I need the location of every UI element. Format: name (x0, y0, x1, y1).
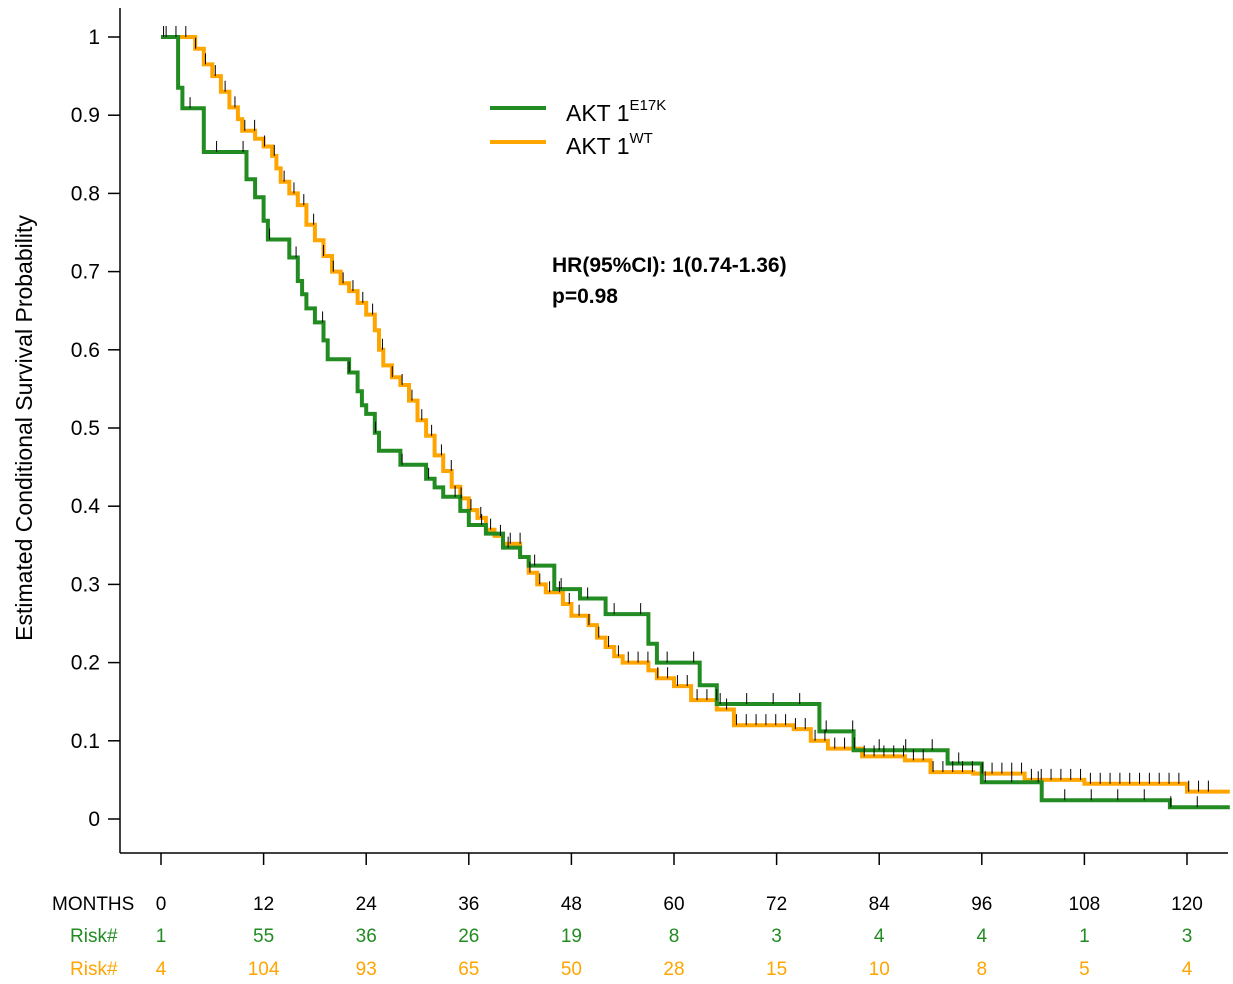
y-tick-label: 0 (88, 808, 100, 831)
risk-value-wt: 15 (766, 959, 787, 980)
legend-label-wt: AKT 1WT (566, 130, 653, 159)
risk-value-wt: 4 (156, 959, 167, 980)
risk-table: MONTHS Risk# Risk# 0 12 24 36 48 60 72 84 96 108 1… (52, 894, 1203, 980)
p-value-annotation: p=0.98 (552, 285, 618, 308)
hr-annotation: HR(95%CI): 1(0.74-1.36) (552, 254, 787, 277)
risk-row-label-e17k: Risk# (70, 926, 118, 947)
risk-row-label-wt: Risk# (70, 959, 118, 980)
risk-month-label: 0 (156, 894, 167, 915)
y-ticks: 0 0.1 0.2 0.3 0.4 0.5 0.6 0.7 0.8 0.9 1 (71, 26, 120, 831)
risk-month-label: 48 (561, 894, 582, 915)
risk-value-e17k: 36 (356, 926, 377, 947)
series-line-e17k (161, 35, 1230, 810)
x-ticks (160, 853, 1188, 865)
risk-month-label: 60 (663, 894, 684, 915)
risk-value-e17k: 26 (458, 926, 479, 947)
risk-header-label: MONTHS (52, 894, 134, 915)
y-axis-label: Estimated Conditional Survival Probabili… (11, 215, 37, 641)
y-tick-label: 0.6 (71, 339, 100, 362)
risk-value-e17k: 4 (874, 926, 885, 947)
risk-value-wt: 104 (248, 959, 280, 980)
axes: 0 0.1 0.2 0.3 0.4 0.5 0.6 0.7 0.8 0.9 1 (71, 8, 1228, 865)
risk-value-wt: 50 (561, 959, 582, 980)
y-tick-label: 0.2 (71, 652, 100, 675)
y-tick-label: 0.5 (71, 417, 100, 440)
risk-value-wt: 65 (458, 959, 479, 980)
risk-month-label: 120 (1171, 894, 1203, 915)
risk-month-label: 36 (458, 894, 479, 915)
y-tick-label: 0.8 (71, 182, 100, 205)
risk-month-label: 96 (971, 894, 992, 915)
risk-value-e17k: 1 (1079, 926, 1090, 947)
y-tick-label: 0.4 (71, 495, 101, 518)
y-tick-label: 0.9 (71, 104, 100, 127)
risk-value-e17k: 4 (977, 926, 988, 947)
risk-value-e17k: 19 (561, 926, 582, 947)
risk-value-e17k: 8 (669, 926, 680, 947)
series-layer (161, 35, 1230, 810)
risk-value-wt: 8 (977, 959, 988, 980)
risk-month-label: 12 (253, 894, 274, 915)
risk-value-e17k: 3 (1182, 926, 1193, 947)
y-tick-label: 0.7 (71, 261, 100, 284)
risk-value-wt: 4 (1182, 959, 1193, 980)
y-tick-label: 0.1 (71, 730, 100, 753)
risk-value-wt: 93 (356, 959, 377, 980)
legend: AKT 1E17K AKT 1WT (490, 97, 666, 159)
risk-value-e17k: 55 (253, 926, 274, 947)
risk-value-wt: 10 (869, 959, 890, 980)
risk-value-wt: 5 (1079, 959, 1090, 980)
censor-marks (163, 26, 1209, 808)
risk-month-label: 24 (356, 894, 378, 915)
y-tick-label: 0.3 (71, 573, 100, 596)
risk-month-label: 108 (1069, 894, 1101, 915)
risk-month-label: 84 (869, 894, 891, 915)
risk-month-label: 72 (766, 894, 787, 915)
y-tick-label: 1 (88, 26, 100, 49)
risk-value-wt: 28 (663, 959, 684, 980)
risk-value-e17k: 3 (771, 926, 782, 947)
series-line-wt (161, 35, 1230, 794)
legend-label-e17k: AKT 1E17K (566, 97, 666, 126)
risk-value-e17k: 1 (156, 926, 167, 947)
